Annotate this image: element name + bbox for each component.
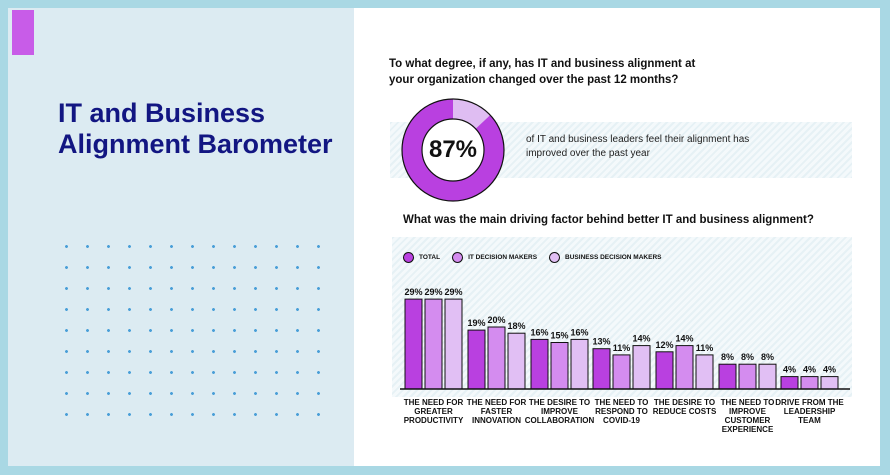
bar-value-label: 14%	[632, 334, 650, 344]
bar-0-2	[444, 298, 463, 390]
bar-0-1	[424, 298, 443, 390]
bar-4-2	[695, 354, 714, 390]
bar-value-label: 8%	[721, 352, 734, 362]
bar-value-label: 4%	[803, 365, 816, 375]
bar-0-0	[404, 298, 423, 390]
page-title: IT and Business Alignment Barometer	[58, 98, 348, 160]
bar-1-0	[467, 329, 486, 390]
donut-percent-label: 87%	[428, 136, 478, 163]
bar-3-1	[612, 354, 631, 390]
bar-5-0	[718, 363, 737, 390]
category-label: THE NEED TO IMPROVE CUSTOMER EXPERIENCE	[720, 398, 775, 434]
bar-1-2	[507, 332, 526, 390]
category-label: THE NEED FOR GREATER PRODUCTIVITY	[403, 398, 464, 425]
bar-value-label: 11%	[613, 343, 631, 353]
bar-6-1	[800, 376, 819, 390]
donut-svg	[401, 98, 505, 202]
title-line-1: IT and Business	[58, 98, 266, 128]
legend-swatch-business	[549, 252, 561, 263]
bar-2-0	[530, 338, 549, 390]
bar-value-label: 16%	[570, 327, 588, 337]
bar-2-2	[570, 338, 589, 390]
bar-6-0	[780, 376, 799, 390]
bar-value-label: 13%	[592, 337, 610, 347]
bar-2-1	[550, 342, 569, 390]
bar-value-label: 8%	[761, 352, 774, 362]
bar-value-label: 16%	[530, 327, 548, 337]
bar-value-label: 29%	[404, 287, 422, 297]
bar-value-label: 11%	[696, 343, 714, 353]
title-line-2: Alignment Barometer	[58, 129, 333, 159]
chart-legend: TOTAL IT DECISION MAKERS BUSINESS DECISI…	[403, 252, 673, 263]
bar-value-label: 4%	[783, 365, 796, 375]
donut-value-arc	[402, 99, 504, 201]
bar-value-label: 12%	[655, 340, 673, 350]
bar-value-label: 8%	[741, 352, 754, 362]
accent-block	[12, 10, 34, 55]
category-label: THE NEED FOR FASTER INNOVATION	[466, 398, 527, 425]
bar-value-label: 29%	[444, 287, 462, 297]
question-2: What was the main driving factor behind …	[403, 214, 814, 226]
category-label: THE DESIRE TO REDUCE COSTS	[652, 398, 717, 416]
bar-value-label: 29%	[424, 287, 442, 297]
bar-4-1	[675, 345, 694, 390]
question-1: To what degree, if any, has IT and busin…	[389, 58, 696, 86]
bar-value-label: 18%	[507, 321, 525, 331]
stat-description: of IT and business leaders feel their al…	[526, 134, 750, 159]
legend-item-it: IT DECISION MAKERS	[452, 252, 537, 263]
bar-value-label: 20%	[487, 315, 505, 325]
bar-4-0	[655, 351, 674, 390]
dot-pattern	[56, 236, 336, 416]
bar-5-2	[758, 363, 777, 390]
bar-3-2	[632, 345, 651, 390]
bar-5-1	[738, 363, 757, 390]
legend-swatch-total	[403, 252, 414, 263]
bar-value-label: 4%	[823, 365, 836, 375]
bar-value-label: 14%	[675, 334, 693, 344]
bar-6-2	[820, 376, 839, 390]
category-label: THE NEED TO RESPOND TO COVID-19	[594, 398, 649, 425]
donut-chart: 87%	[401, 98, 505, 202]
donut-outer-ring	[401, 98, 505, 202]
legend-label-total: TOTAL	[419, 254, 441, 261]
category-label: DRIVE FROM THE LEADERSHIP TEAM	[775, 398, 844, 425]
bar-value-label: 19%	[467, 318, 485, 328]
bar-1-1	[487, 326, 506, 390]
legend-label-it: IT DECISION MAKERS	[468, 254, 538, 261]
category-label: THE DESIRE TO IMPROVE COLLABORATION	[524, 398, 595, 425]
legend-item-total: TOTAL	[403, 252, 440, 263]
bar-value-label: 15%	[550, 331, 568, 341]
legend-swatch-it	[452, 252, 464, 263]
bar-3-0	[592, 348, 611, 390]
donut-inner-ring	[421, 118, 485, 182]
legend-label-business: BUSINESS DECISION MAKERS	[565, 254, 662, 261]
legend-item-business: BUSINESS DECISION MAKERS	[549, 252, 661, 263]
